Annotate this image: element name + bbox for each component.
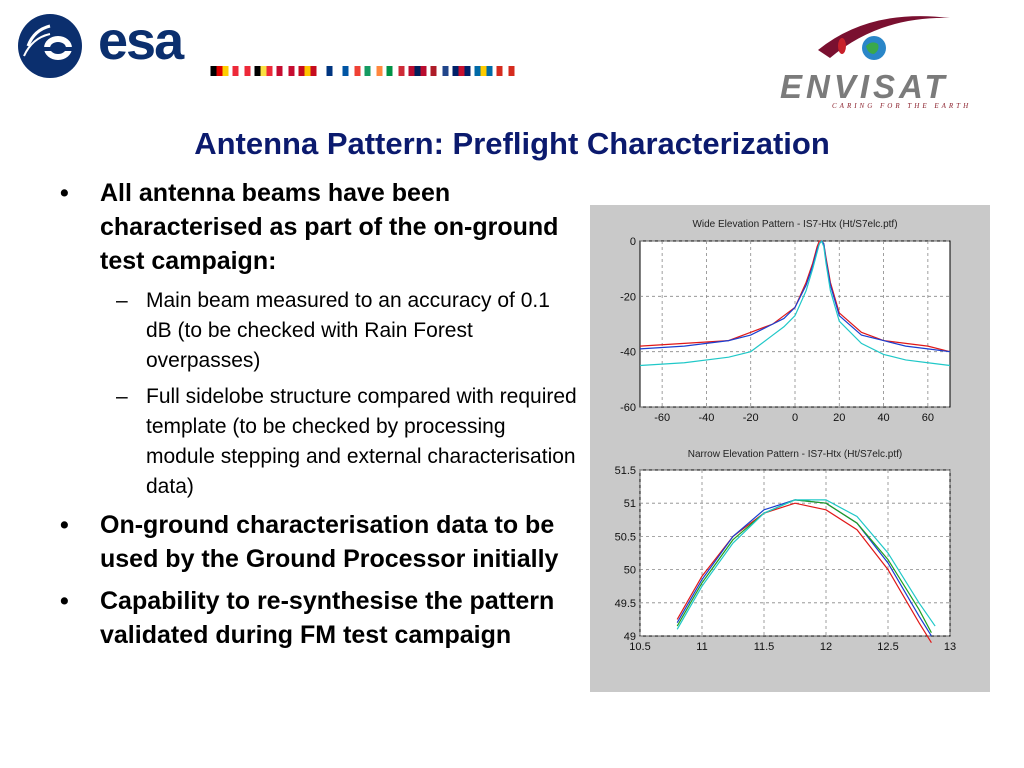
sub-bullet-dash: –	[116, 385, 128, 408]
flag-uk-icon	[452, 66, 471, 76]
chart-plot-area	[639, 469, 951, 637]
x-tick-label: 20	[833, 412, 845, 424]
flag-norway-icon	[408, 66, 427, 76]
y-tick-label: -40	[620, 347, 636, 359]
flag-denmark-icon	[276, 66, 295, 76]
envisat-tagline: CARING FOR THE EARTH	[832, 102, 972, 110]
x-tick-label: 0	[792, 412, 798, 424]
flag-sweden-icon	[474, 66, 493, 76]
bullet-1-text: All antenna beams have been characterise…	[100, 179, 559, 275]
esa-logo	[18, 14, 82, 78]
x-tick-label: -20	[743, 412, 759, 424]
antenna-pattern-charts: Wide Elevation Pattern - IS7-Htx (Ht/S7e…	[615, 219, 957, 653]
bullet-list: • All antenna beams have been characteri…	[60, 176, 580, 660]
flag-belgium-icon	[254, 66, 273, 76]
slide-title: Antenna Pattern: Preflight Characterizat…	[194, 126, 830, 161]
x-tick-label: 10.5	[629, 641, 650, 653]
esa-wordmark: esa	[98, 11, 184, 71]
x-tick-label: -60	[654, 412, 670, 424]
y-tick-label: 51.5	[615, 465, 636, 477]
chart-title: Narrow Elevation Pattern - IS7-Htx (Ht/S…	[688, 449, 903, 460]
flag-france-icon	[342, 66, 361, 76]
flag-italy-icon	[386, 66, 405, 76]
x-tick-label: 13	[944, 641, 956, 653]
flag-switzerland-icon	[496, 66, 515, 76]
sub-bullet-1-text: Main beam measured to an accuracy of 0.1…	[146, 289, 550, 372]
bullet-3: • Capability to re-synthesise the patter…	[60, 584, 580, 652]
x-tick-label: -40	[698, 412, 714, 424]
bullet-dot: •	[60, 511, 69, 539]
flag-spain-icon	[298, 66, 317, 76]
series-line-1	[639, 240, 951, 353]
bullet-dot: •	[60, 587, 69, 615]
esa-globe-icon	[18, 14, 82, 78]
sub-bullet-2-text: Full sidelobe structure compared with re…	[146, 385, 577, 498]
x-tick-label: 11	[696, 641, 707, 653]
x-tick-label: 12	[820, 641, 832, 653]
series-line-4	[676, 499, 936, 630]
chart-title: Wide Elevation Pattern - IS7-Htx (Ht/S7e…	[692, 219, 897, 230]
x-tick-label: 11.5	[754, 641, 775, 653]
bullet-dot: •	[60, 179, 69, 207]
y-tick-label: 49.5	[615, 598, 636, 610]
y-tick-label: -60	[620, 402, 636, 414]
flag-ireland-icon	[364, 66, 383, 76]
chart-panel: Wide Elevation Pattern - IS7-Htx (Ht/S7e…	[590, 205, 990, 692]
series-line-3	[639, 239, 951, 367]
bullet-2: • On-ground characterisation data to be …	[60, 508, 580, 576]
series-line-1	[676, 502, 932, 643]
sub-bullet-dash: –	[116, 289, 128, 312]
bullet-1: • All antenna beams have been characteri…	[60, 176, 580, 278]
member-state-flags	[210, 66, 515, 78]
bullet-2-text: On-ground characterisation data to be us…	[100, 511, 559, 573]
envisat-wordmark: ENVISAT	[780, 68, 949, 105]
y-tick-label: 0	[630, 236, 636, 248]
envisat-logo	[818, 16, 950, 60]
y-tick-label: 49	[624, 631, 636, 643]
flag-finland-icon	[320, 66, 339, 76]
series-line-3	[676, 499, 932, 633]
x-tick-label: 12.5	[877, 641, 898, 653]
bullet-3-text: Capability to re-synthesise the pattern …	[100, 587, 555, 649]
flag-netherlands-icon	[430, 66, 449, 76]
x-tick-label: 40	[877, 412, 889, 424]
y-tick-label: 50.5	[615, 531, 636, 543]
x-tick-label: 60	[922, 412, 934, 424]
swoosh-icon	[818, 16, 950, 58]
y-tick-label: 50	[624, 565, 636, 577]
sub-bullet-1: – Main beam measured to an accuracy of 0…	[60, 286, 580, 376]
sub-bullet-2: – Full sidelobe structure compared with …	[60, 382, 580, 502]
y-tick-label: 51	[624, 498, 636, 510]
flag-austria-icon	[232, 66, 251, 76]
flag-germany-icon	[210, 66, 229, 76]
y-tick-label: -20	[620, 291, 636, 303]
